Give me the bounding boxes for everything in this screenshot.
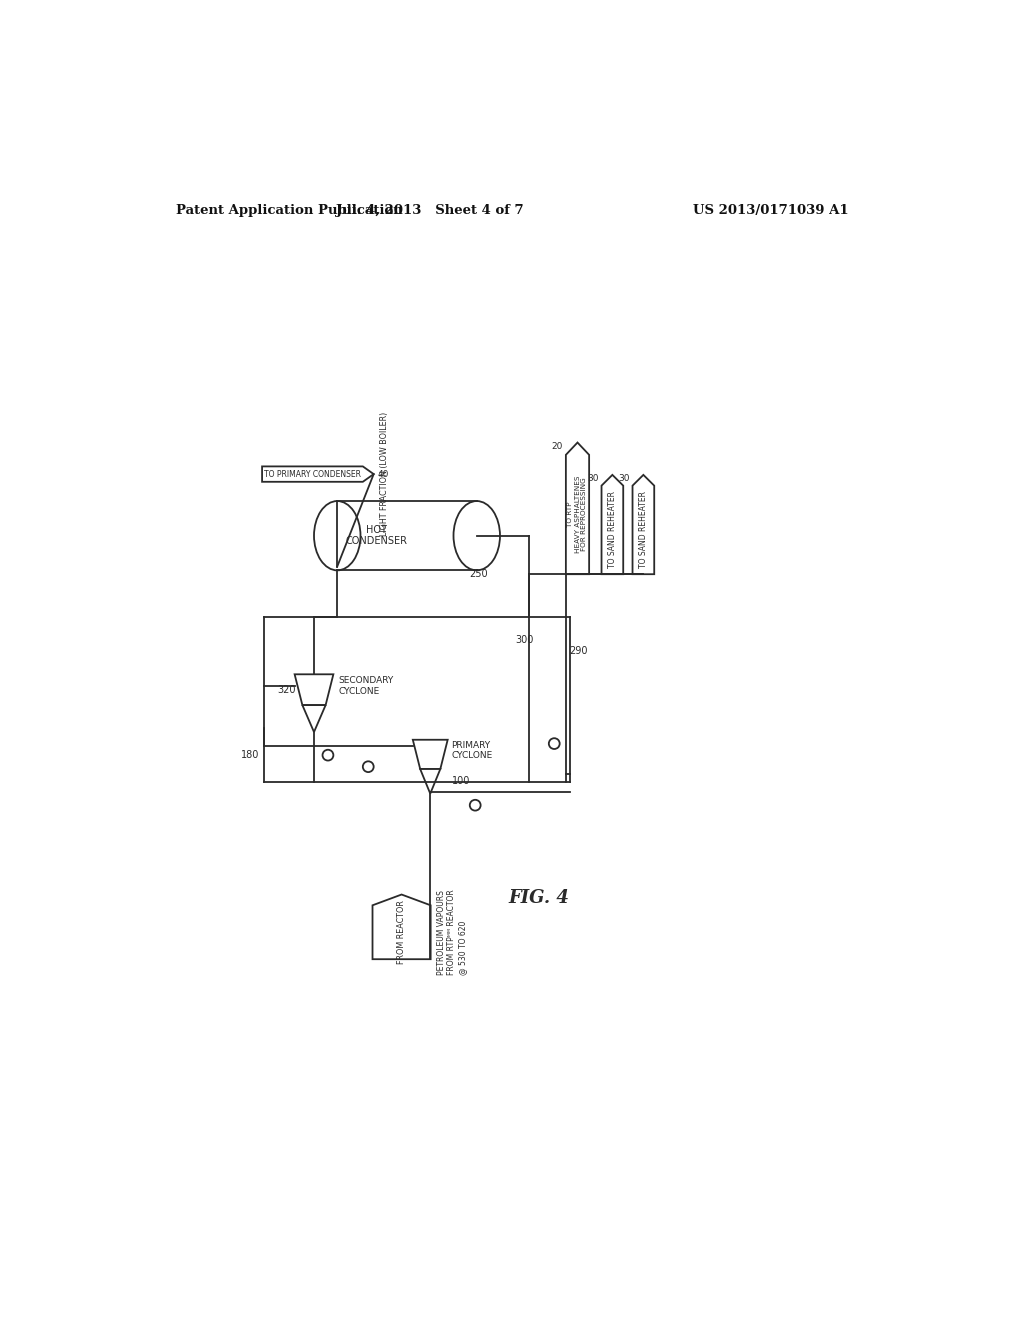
Polygon shape [566,442,589,574]
Ellipse shape [454,502,500,570]
Text: 30: 30 [617,474,630,483]
Text: US 2013/0171039 A1: US 2013/0171039 A1 [693,205,849,218]
Polygon shape [601,475,624,574]
Text: PRIMARY
CYCLONE: PRIMARY CYCLONE [452,741,493,760]
Polygon shape [262,466,374,482]
Text: 30: 30 [587,474,598,483]
Text: TO PRIMARY CONDENSER: TO PRIMARY CONDENSER [264,470,360,479]
Polygon shape [295,675,334,705]
Text: Jul. 4, 2013   Sheet 4 of 7: Jul. 4, 2013 Sheet 4 of 7 [337,205,524,218]
Polygon shape [420,770,440,793]
Text: 20: 20 [551,442,563,450]
Text: FROM REACTOR: FROM REACTOR [397,900,407,964]
Text: LIGHT FRACTION (LOW BOILER): LIGHT FRACTION (LOW BOILER) [380,412,389,536]
Bar [337,502,477,570]
Text: 40: 40 [378,470,389,479]
Polygon shape [302,705,326,733]
Circle shape [549,738,560,748]
Text: 180: 180 [242,750,260,760]
Text: FIG. 4: FIG. 4 [508,888,569,907]
Text: Patent Application Publication: Patent Application Publication [176,205,402,218]
Text: 250: 250 [469,569,487,579]
Circle shape [470,800,480,810]
Text: 320: 320 [278,685,296,694]
Text: 100: 100 [452,776,470,787]
Text: 290: 290 [569,647,588,656]
Polygon shape [633,475,654,574]
Text: 300: 300 [515,635,534,644]
Circle shape [323,750,334,760]
Text: SECONDARY
CYCLONE: SECONDARY CYCLONE [338,676,393,696]
Text: TO SAND REHEATER: TO SAND REHEATER [608,491,616,569]
Text: HOT
CONDENSER: HOT CONDENSER [345,525,407,546]
Text: TO SAND REHEATER: TO SAND REHEATER [639,491,648,569]
Polygon shape [413,739,447,770]
Ellipse shape [314,502,360,570]
Polygon shape [373,895,431,960]
Text: TO RTP
HEAVY ASPHALTENES
FOR REPROCESSING: TO RTP HEAVY ASPHALTENES FOR REPROCESSIN… [567,475,588,553]
Text: PETROLEUM VAPOURS
FROM RTPᴹᴹ REACTOR
@ 530 TO 620: PETROLEUM VAPOURS FROM RTPᴹᴹ REACTOR @ 5… [437,890,467,975]
Circle shape [362,762,374,772]
